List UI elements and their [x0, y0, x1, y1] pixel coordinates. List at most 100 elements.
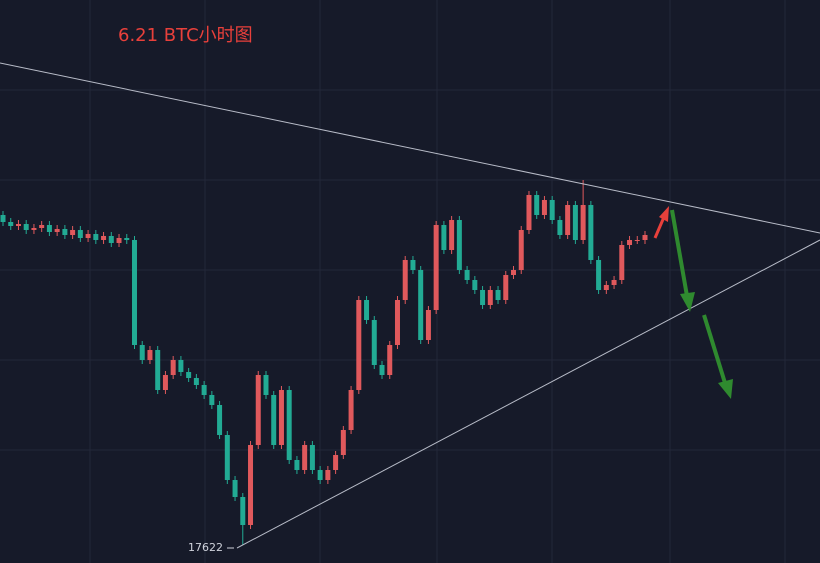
- candle-body: [302, 445, 308, 470]
- candle-body: [379, 365, 385, 375]
- arrow-down: [702, 314, 733, 399]
- candle-body: [70, 230, 76, 235]
- trend-line-upper: [0, 62, 820, 234]
- candle-body: [186, 372, 192, 378]
- candle-body: [596, 260, 602, 290]
- candle-body: [333, 455, 339, 470]
- candle-body: [178, 360, 184, 372]
- candle-body: [108, 236, 114, 243]
- candle-body: [511, 270, 517, 275]
- candle-body: [503, 275, 509, 300]
- candle-body: [541, 200, 547, 215]
- candle-body: [348, 390, 354, 430]
- candle-body: [627, 240, 633, 245]
- candle-body: [46, 225, 52, 232]
- candle-body: [557, 220, 563, 235]
- candle-body: [263, 375, 269, 395]
- trend-line-lower: [236, 239, 820, 549]
- candle-body: [356, 300, 362, 390]
- candle-body: [534, 195, 540, 215]
- candle-body: [325, 470, 331, 480]
- candle-body: [77, 230, 83, 238]
- arrow-shaft: [670, 209, 689, 297]
- candle-body: [116, 238, 122, 243]
- candle-body: [433, 225, 439, 310]
- candle-body: [294, 460, 300, 470]
- candle-body: [62, 229, 68, 235]
- candle-body: [340, 430, 346, 455]
- candle-body: [286, 390, 292, 460]
- candle-body: [549, 200, 555, 220]
- candle-body: [472, 280, 478, 290]
- arrow-head: [680, 292, 695, 312]
- candle-body: [487, 290, 493, 305]
- candle-body: [387, 345, 393, 375]
- candle-body: [39, 225, 45, 228]
- candle-body: [526, 195, 532, 230]
- candle-body: [8, 222, 14, 226]
- candle-body: [402, 260, 408, 300]
- candle-body: [588, 205, 594, 260]
- candle-body: [224, 435, 230, 480]
- candle-body: [642, 235, 648, 240]
- candle-body: [449, 220, 455, 250]
- candle-body: [456, 220, 462, 270]
- candle-body: [634, 240, 640, 241]
- candles: [0, 180, 648, 545]
- candle-body: [603, 285, 609, 290]
- candle-body: [441, 225, 447, 250]
- candle-body: [131, 240, 137, 345]
- candle-body: [170, 360, 176, 375]
- arrow-head: [659, 206, 669, 222]
- candle-body: [124, 238, 130, 240]
- arrow-down: [670, 209, 695, 312]
- candle-body: [410, 260, 416, 270]
- candle-body: [611, 280, 617, 285]
- candle-body: [394, 300, 400, 345]
- candle-body: [317, 470, 323, 480]
- candle-body: [85, 234, 91, 238]
- candle-body: [155, 350, 161, 390]
- candle-body: [31, 228, 37, 230]
- candle-body: [217, 405, 223, 435]
- candle-body: [371, 320, 377, 365]
- arrow-shaft: [653, 216, 666, 239]
- chart-title: 6.21 BTC小时图: [118, 25, 253, 46]
- candle-body: [232, 480, 238, 497]
- candle-body: [209, 395, 215, 405]
- candle-body: [255, 375, 261, 445]
- candle-body: [309, 445, 315, 470]
- candle-body: [201, 385, 207, 395]
- candle-body: [495, 290, 501, 300]
- candle-body: [364, 300, 370, 320]
- candle-body: [572, 205, 578, 240]
- candle-body: [580, 205, 586, 240]
- candle-body: [425, 310, 431, 340]
- candle-body: [480, 290, 486, 305]
- candle-body: [248, 445, 254, 525]
- candle-body: [418, 270, 424, 340]
- candle-body: [278, 390, 284, 445]
- candle-body: [101, 236, 107, 240]
- candle-body: [518, 230, 524, 270]
- candle-body: [0, 215, 6, 222]
- candle-body: [139, 345, 145, 360]
- arrow-shaft: [702, 314, 727, 384]
- candle-body: [464, 270, 470, 280]
- candle-body: [23, 224, 29, 230]
- candle-body: [271, 395, 277, 445]
- candle-body: [240, 497, 246, 525]
- candle-body: [619, 245, 625, 280]
- candle-body: [15, 224, 21, 226]
- candle-body: [54, 229, 60, 232]
- arrow-head: [718, 379, 733, 399]
- candle-body: [93, 234, 99, 240]
- candle-body: [193, 378, 199, 385]
- candle-body: [162, 375, 168, 390]
- candle-body: [147, 350, 153, 360]
- candle-body: [565, 205, 571, 235]
- arrow-up: [653, 206, 669, 239]
- low-label: 17622: [188, 541, 223, 554]
